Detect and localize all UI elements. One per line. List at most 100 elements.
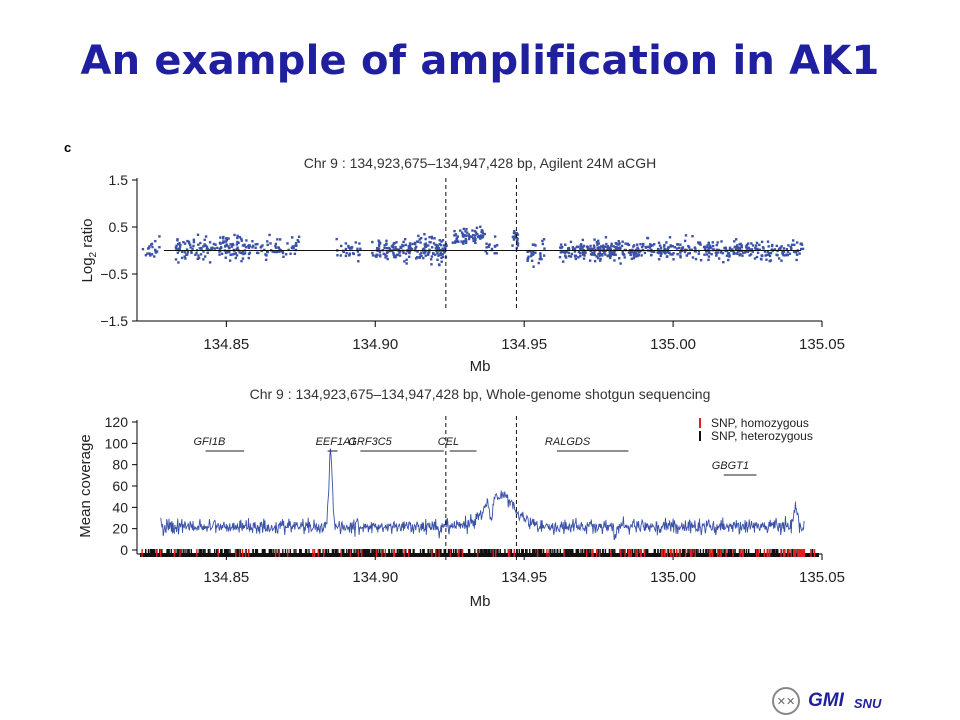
acgh-point (191, 247, 194, 250)
acgh-point (640, 254, 643, 257)
acgh-point (240, 237, 243, 241)
acgh-point (559, 243, 563, 246)
acgh-point (202, 258, 205, 261)
snp-het-mark (216, 549, 219, 557)
acgh-point (177, 261, 180, 264)
acgh-point (559, 251, 563, 254)
acgh-point (614, 253, 617, 256)
acgh-point (371, 240, 374, 244)
snp-het-mark (150, 549, 153, 557)
snp-het-mark (637, 549, 640, 557)
acgh-point (598, 250, 601, 253)
acgh-point (385, 251, 389, 254)
acgh-point (190, 251, 193, 255)
acgh-point (592, 251, 596, 254)
acgh-point (419, 253, 422, 256)
acgh-point (707, 258, 710, 262)
snp-het-mark (204, 549, 206, 557)
acgh-point (222, 240, 225, 243)
snp-hom-mark (393, 549, 395, 557)
snp-hom-mark (691, 549, 693, 557)
acgh-point (623, 256, 626, 259)
acgh-point (688, 248, 692, 252)
acgh-point (483, 232, 486, 236)
acgh-point (573, 250, 577, 253)
acgh-point (619, 248, 622, 251)
acgh-point (650, 253, 653, 257)
acgh-point (571, 246, 575, 249)
acgh-point (720, 240, 723, 243)
snp-het-mark (170, 549, 172, 557)
acgh-point (420, 251, 423, 254)
snp-het-mark (480, 549, 483, 557)
snp-het-mark (168, 549, 170, 557)
y-tick-label: −0.5 (100, 266, 128, 282)
acgh-point (187, 242, 191, 245)
acgh-point (683, 239, 687, 243)
snp-het-mark (580, 549, 582, 557)
acgh-point (596, 239, 600, 243)
acgh-point (208, 248, 212, 252)
acgh-point (606, 254, 609, 258)
snp-het-mark (542, 549, 545, 557)
acgh-point (795, 258, 798, 262)
acgh-point (581, 238, 585, 242)
acgh-point (724, 247, 728, 250)
snp-hom-mark (313, 549, 316, 557)
acgh-point (621, 250, 624, 254)
snp-hom-mark (431, 549, 433, 557)
snp-het-mark (504, 549, 506, 557)
snp-het-mark (160, 549, 163, 557)
snp-het-mark (811, 549, 814, 557)
acgh-point (531, 243, 535, 246)
snp-het-mark (575, 549, 577, 557)
acgh-point (675, 247, 679, 250)
acgh-point (439, 251, 443, 255)
acgh-panel: c Chr 9 : 134,923,675–134,947,428 bp, Agi… (64, 140, 845, 375)
acgh-point (403, 238, 407, 241)
snp-het-mark (621, 549, 623, 557)
acgh-point (181, 250, 184, 253)
snp-het-mark (554, 549, 556, 557)
acgh-point (183, 255, 186, 258)
acgh-point (294, 241, 298, 245)
acgh-point (703, 245, 707, 248)
acgh-point (281, 250, 285, 253)
acgh-point (214, 243, 217, 246)
snp-hom-mark (461, 549, 464, 557)
y-tick-label: 100 (105, 435, 129, 451)
acgh-point (229, 253, 232, 257)
acgh-point (743, 251, 747, 254)
legend-swatch (699, 418, 701, 428)
acgh-point (415, 245, 418, 249)
acgh-point (234, 256, 237, 260)
acgh-point (617, 243, 621, 246)
acgh-point (593, 238, 596, 241)
acgh-point (251, 246, 254, 249)
acgh-point (344, 247, 348, 251)
acgh-point (526, 250, 529, 254)
acgh-point (247, 256, 250, 260)
acgh-point (476, 233, 479, 236)
acgh-point (600, 245, 603, 248)
snp-het-mark (184, 549, 186, 557)
acgh-point (382, 252, 385, 256)
snp-hom-mark (767, 549, 769, 557)
acgh-point (636, 254, 640, 257)
snp-het-mark (745, 549, 748, 557)
acgh-point (577, 250, 581, 254)
snp-het-mark (584, 549, 586, 557)
acgh-point (192, 238, 196, 242)
acgh-point (461, 234, 465, 238)
snp-hom-mark (435, 549, 437, 557)
snp-hom-mark (536, 549, 539, 557)
snp-hom-mark (235, 549, 237, 557)
acgh-point (481, 234, 485, 237)
snp-hom-mark (361, 549, 363, 557)
acgh-point (657, 251, 661, 254)
snp-het-mark (334, 549, 337, 557)
acgh-point (203, 255, 207, 258)
acgh-point (189, 246, 192, 249)
acgh-point (180, 256, 184, 260)
acgh-point (378, 255, 382, 258)
